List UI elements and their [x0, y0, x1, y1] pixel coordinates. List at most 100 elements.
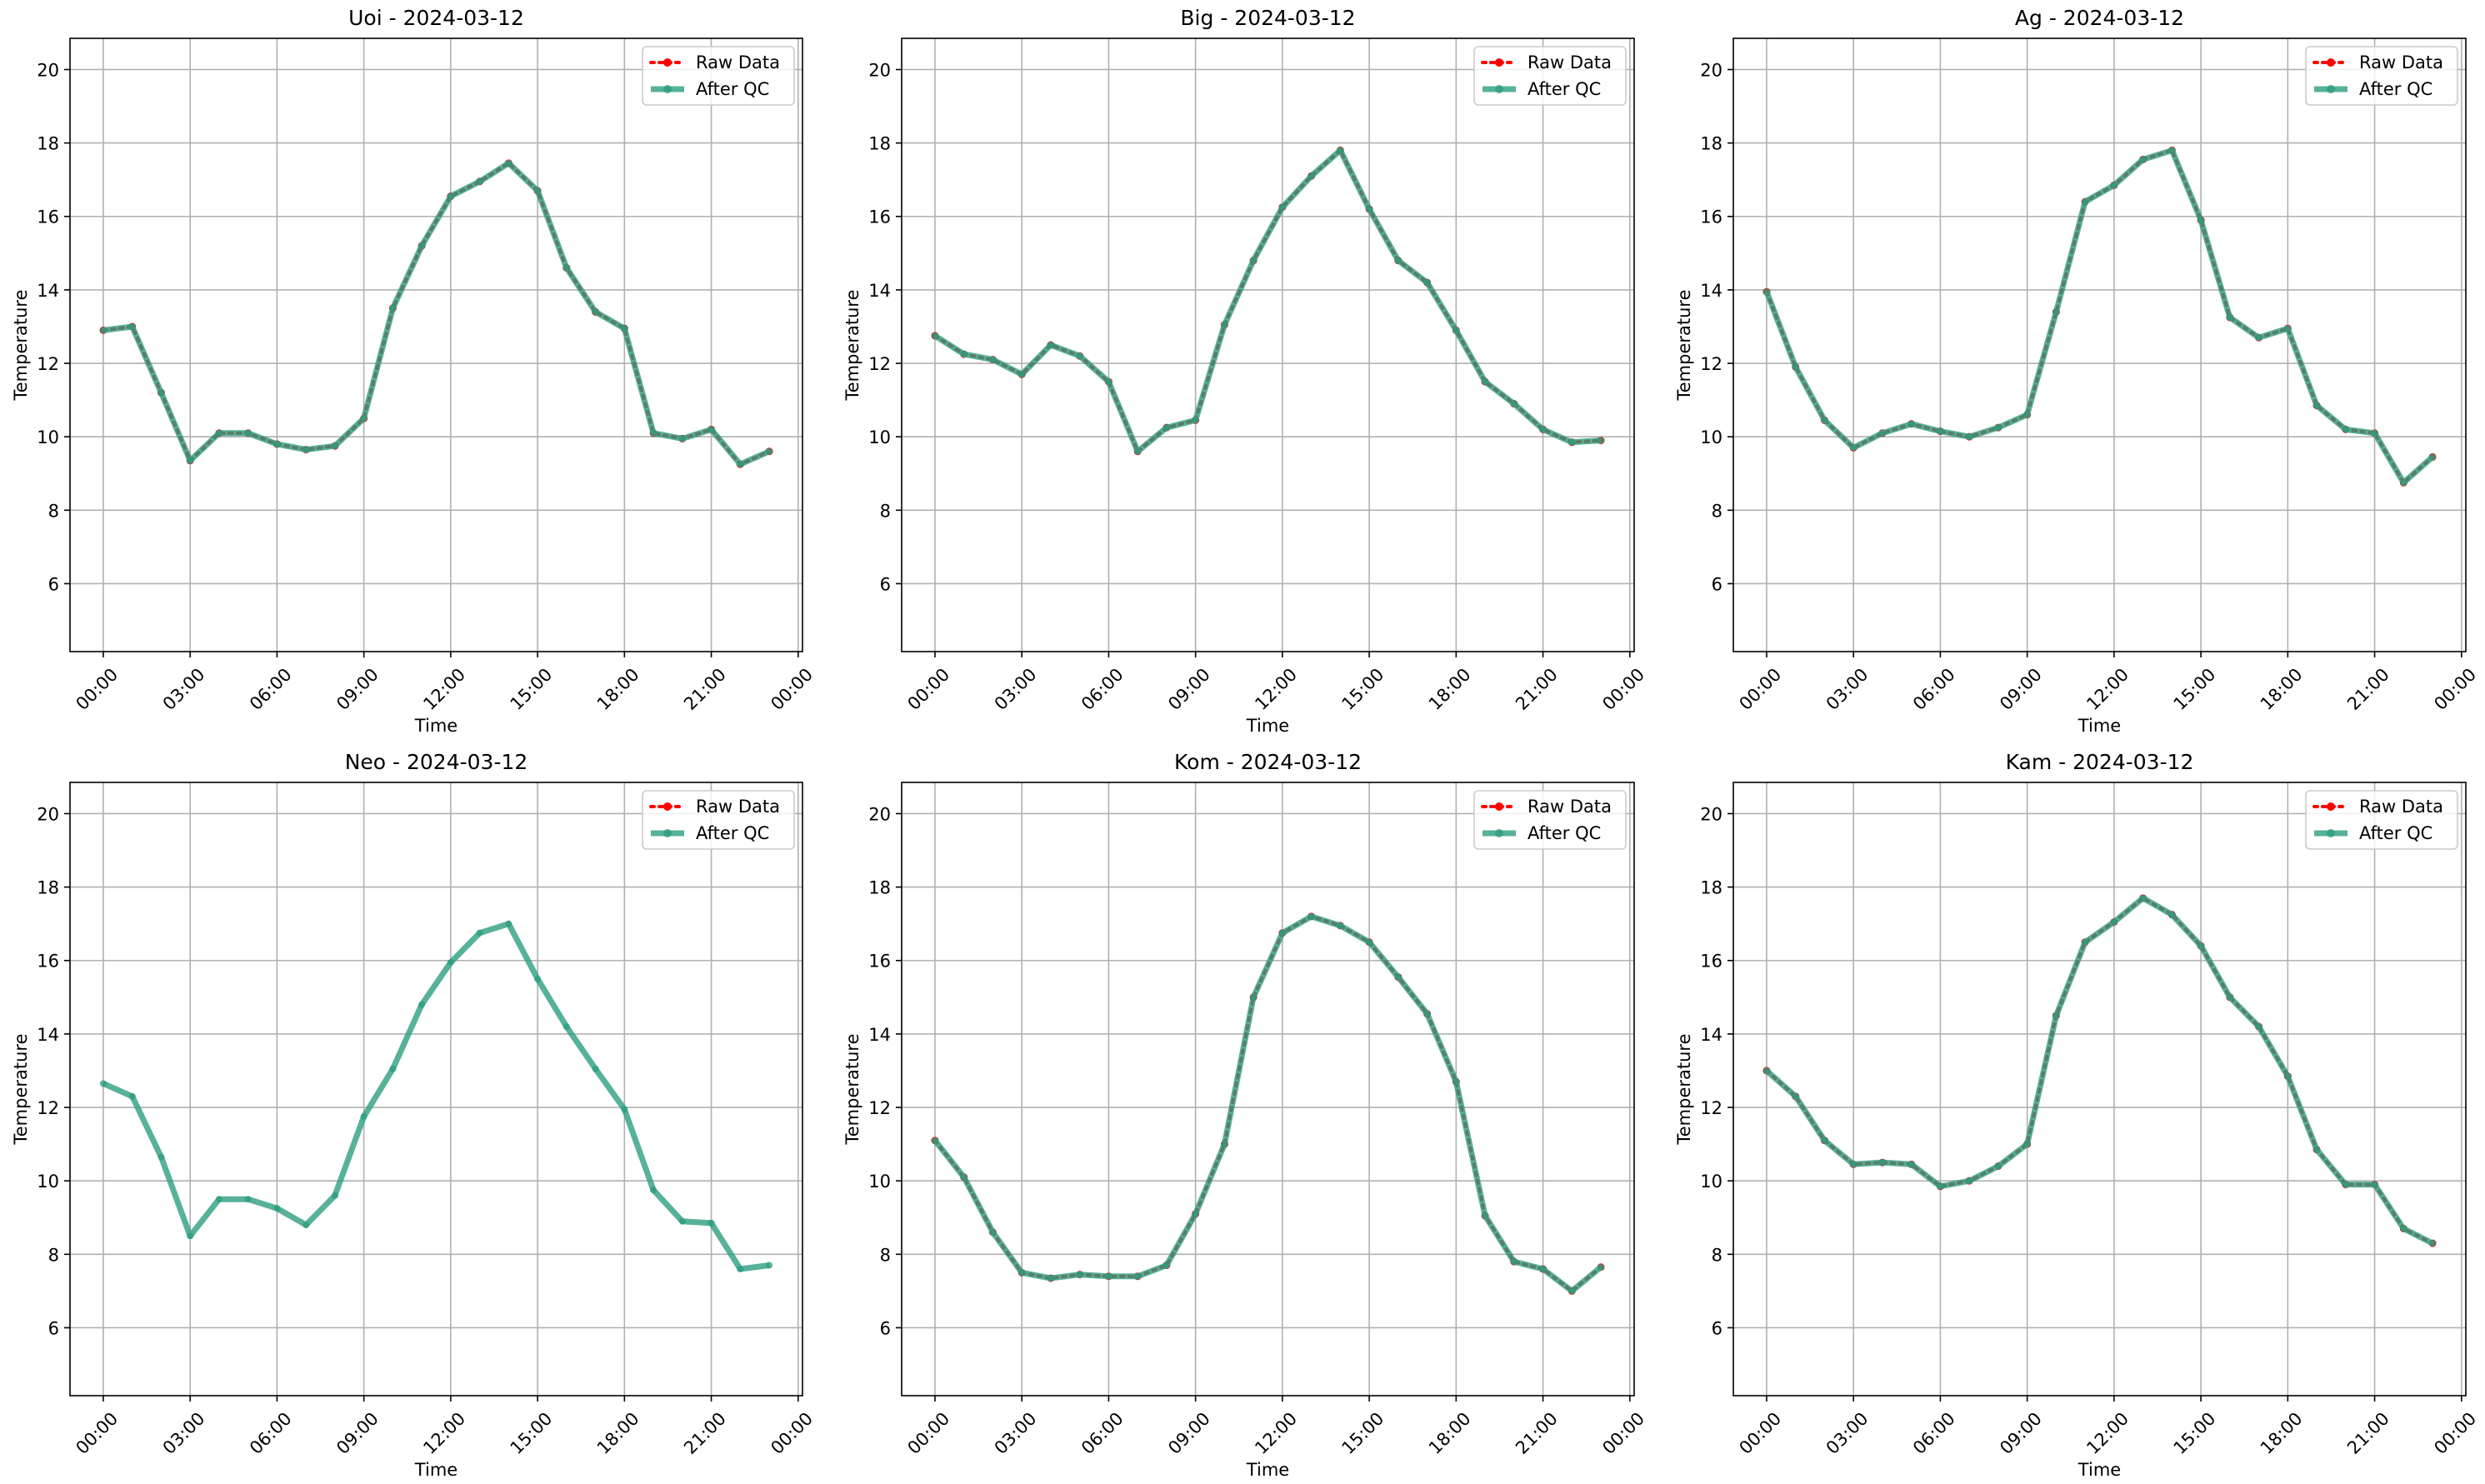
- plot-area: [1762, 146, 2437, 487]
- x-tick-label: 18:00: [2257, 664, 2307, 714]
- qc-marker: [737, 1265, 744, 1272]
- qc-marker: [2226, 993, 2233, 1001]
- qc-marker: [1278, 929, 1286, 937]
- qc-marker: [960, 351, 968, 358]
- x-tick-label: 15:00: [1338, 1408, 1388, 1458]
- x-tick-label: 21:00: [680, 664, 730, 714]
- qc-marker: [1250, 993, 1258, 1001]
- qc-marker: [2023, 1141, 2031, 1148]
- legend: Raw Data After QC: [1473, 790, 1627, 850]
- qc-marker: [1452, 327, 1460, 334]
- qc-marker: [2429, 1240, 2437, 1247]
- qc-marker: [1937, 1182, 1944, 1190]
- qc-marker: [650, 1187, 658, 1194]
- qc-marker: [678, 435, 686, 442]
- qc-marker: [2429, 453, 2437, 461]
- qc-marker: [389, 1065, 397, 1072]
- qc-marker: [2198, 217, 2205, 224]
- qc-marker: [989, 356, 997, 363]
- x-axis-label: Time: [2078, 716, 2121, 736]
- qc-marker: [1539, 426, 1547, 433]
- qc-marker: [766, 1262, 773, 1269]
- y-tick-label: 6: [48, 1318, 59, 1338]
- qc-marker: [1394, 257, 1402, 264]
- qc-marker: [2284, 325, 2292, 332]
- qc-marker: [1337, 922, 1344, 929]
- x-tick-label: 06:00: [246, 664, 296, 714]
- qc-marker: [708, 426, 715, 433]
- qc-marker: [1994, 424, 2002, 432]
- qc-marker: [1423, 1010, 1431, 1017]
- qc-marker: [1162, 424, 1170, 432]
- y-axis-label: Temperature: [1674, 1033, 1694, 1145]
- legend-marker: [2327, 85, 2335, 93]
- qc-marker: [331, 442, 338, 450]
- y-tick-label: 14: [1700, 281, 1722, 301]
- y-axis-label: Temperature: [1674, 289, 1694, 401]
- y-tick-label: 8: [880, 1245, 891, 1265]
- x-tick-label: 00:00: [1735, 1408, 1785, 1458]
- x-tick-label: 12:00: [2082, 664, 2132, 714]
- y-tick-label: 12: [37, 1098, 59, 1118]
- y-axis-label: Temperature: [842, 1033, 862, 1145]
- qc-marker: [1047, 1274, 1054, 1282]
- qc-marker: [418, 242, 426, 250]
- qc-marker: [244, 1196, 252, 1203]
- x-tick-label: 00:00: [1598, 1408, 1648, 1458]
- y-tick-label: 18: [37, 134, 59, 154]
- x-tick-label: 00:00: [767, 664, 817, 714]
- y-tick-label: 8: [48, 1245, 59, 1265]
- y-tick-label: 16: [37, 207, 59, 227]
- qc-marker: [1192, 417, 1199, 424]
- qc-marker: [273, 440, 281, 447]
- y-tick-label: 8: [880, 501, 891, 521]
- qc-marker: [2198, 942, 2205, 950]
- axes-frame: [901, 37, 1635, 652]
- legend: Raw Data After QC: [642, 790, 795, 850]
- qc-marker: [2139, 894, 2147, 902]
- qc-marker: [592, 308, 599, 316]
- legend-marker: [663, 58, 672, 67]
- qc-marker: [2371, 1181, 2378, 1188]
- x-tick-label: 00:00: [903, 664, 953, 714]
- qc-marker: [737, 461, 744, 468]
- y-tick-label: 20: [868, 804, 891, 824]
- x-tick-label: 03:00: [991, 664, 1041, 714]
- subplot-title: Neo - 2024-03-12: [345, 750, 528, 774]
- legend-marker: [663, 85, 672, 93]
- qc-marker: [1878, 429, 1886, 437]
- qc-marker: [2168, 147, 2176, 154]
- y-tick-label: 16: [1700, 952, 1722, 972]
- axes-frame: [901, 782, 1635, 1397]
- qc-marker: [931, 332, 938, 339]
- qc-marker: [1878, 1159, 1886, 1167]
- qc-marker: [1568, 438, 1576, 446]
- x-tick-label: 18:00: [593, 1408, 643, 1458]
- qc-marker: [215, 1196, 222, 1203]
- subplot: Kam - 2024-03-12 6 8 10 12 14 16 18 20 00:00 03:00…: [1674, 750, 2480, 1480]
- qc-marker: [1908, 420, 1915, 427]
- subplot: Neo - 2024-03-12 6 8 10 12 14 16 18 20 00:00 03:00…: [11, 750, 817, 1480]
- y-tick-label: 16: [37, 952, 59, 972]
- x-tick-label: 18:00: [1425, 1408, 1475, 1458]
- x-tick-label: 00:00: [1735, 664, 1785, 714]
- x-axis-label: Time: [1246, 716, 1289, 736]
- x-tick-label: 15:00: [1338, 664, 1388, 714]
- qc-marker: [128, 1092, 136, 1100]
- y-tick-label: 8: [48, 501, 59, 521]
- y-tick-label: 12: [868, 1098, 891, 1118]
- legend-label: After QC: [1528, 79, 1601, 99]
- y-tick-label: 12: [868, 354, 891, 374]
- qc-marker: [1966, 433, 1973, 441]
- qc-marker: [592, 1065, 599, 1072]
- qc-line: [1763, 147, 2435, 486]
- qc-marker: [1366, 938, 1373, 946]
- x-tick-label: 03:00: [159, 664, 209, 714]
- y-tick-label: 8: [1712, 501, 1722, 521]
- plot-area: [99, 159, 773, 468]
- legend: Raw Data After QC: [1473, 46, 1627, 106]
- y-tick-label: 6: [880, 1318, 891, 1338]
- legend: Raw Data After QC: [2305, 46, 2458, 106]
- legend-marker: [2327, 802, 2335, 811]
- x-tick-label: 00:00: [2430, 664, 2480, 714]
